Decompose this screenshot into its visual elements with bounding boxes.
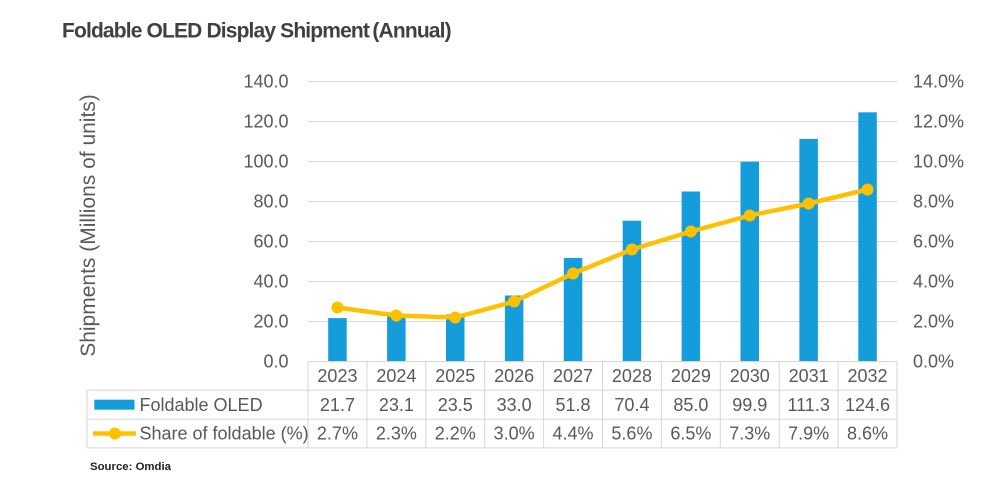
svg-text:12.0%: 12.0% <box>913 112 964 132</box>
svg-text:Foldable OLED Display Shipment: Foldable OLED Display Shipment (Annual) <box>62 20 451 43</box>
svg-text:3.0%: 3.0% <box>494 424 535 444</box>
svg-text:20.0: 20.0 <box>253 312 288 332</box>
svg-text:2028: 2028 <box>612 366 652 386</box>
svg-text:70.4: 70.4 <box>614 395 649 415</box>
svg-text:2026: 2026 <box>494 366 534 386</box>
svg-text:8.6%: 8.6% <box>847 424 888 444</box>
svg-text:2030: 2030 <box>730 366 770 386</box>
svg-text:14.0%: 14.0% <box>913 72 964 92</box>
svg-text:140.0: 140.0 <box>243 72 288 92</box>
svg-text:6.0%: 6.0% <box>913 232 954 252</box>
svg-text:4.4%: 4.4% <box>553 424 594 444</box>
svg-text:60.0: 60.0 <box>253 232 288 252</box>
svg-text:2031: 2031 <box>789 366 829 386</box>
svg-text:7.3%: 7.3% <box>729 424 770 444</box>
svg-text:7.9%: 7.9% <box>788 424 829 444</box>
svg-text:8.0%: 8.0% <box>913 192 954 212</box>
svg-text:2024: 2024 <box>376 366 416 386</box>
svg-text:100.0: 100.0 <box>243 152 288 172</box>
svg-text:2.7%: 2.7% <box>317 424 358 444</box>
svg-text:10.0%: 10.0% <box>913 152 964 172</box>
svg-text:2023: 2023 <box>317 366 357 386</box>
svg-text:5.6%: 5.6% <box>611 424 652 444</box>
svg-text:2029: 2029 <box>671 366 711 386</box>
svg-text:124.6: 124.6 <box>845 395 890 415</box>
svg-text:23.1: 23.1 <box>379 395 414 415</box>
svg-text:2032: 2032 <box>848 366 888 386</box>
svg-text:21.7: 21.7 <box>320 395 355 415</box>
svg-text:4.0%: 4.0% <box>913 272 954 292</box>
svg-text:120.0: 120.0 <box>243 112 288 132</box>
svg-text:2027: 2027 <box>553 366 593 386</box>
svg-text:23.5: 23.5 <box>438 395 473 415</box>
svg-text:51.8: 51.8 <box>556 395 591 415</box>
svg-text:Share of foldable (%): Share of foldable (%) <box>140 424 309 444</box>
svg-text:2.0%: 2.0% <box>913 312 954 332</box>
svg-text:Source: Omdia: Source: Omdia <box>90 461 172 473</box>
svg-text:2.2%: 2.2% <box>435 424 476 444</box>
svg-text:6.5%: 6.5% <box>670 424 711 444</box>
svg-text:2025: 2025 <box>435 366 475 386</box>
svg-text:0.0%: 0.0% <box>913 352 954 372</box>
svg-text:Foldable OLED: Foldable OLED <box>140 395 263 415</box>
svg-text:Shipments (Millions of units): Shipments (Millions of units) <box>77 94 100 357</box>
svg-text:99.9: 99.9 <box>732 395 767 415</box>
svg-text:33.0: 33.0 <box>497 395 532 415</box>
svg-text:80.0: 80.0 <box>253 192 288 212</box>
svg-text:85.0: 85.0 <box>673 395 708 415</box>
svg-text:40.0: 40.0 <box>253 272 288 292</box>
svg-text:111.3: 111.3 <box>787 395 829 415</box>
svg-text:0.0: 0.0 <box>263 352 288 372</box>
svg-text:2.3%: 2.3% <box>376 424 417 444</box>
